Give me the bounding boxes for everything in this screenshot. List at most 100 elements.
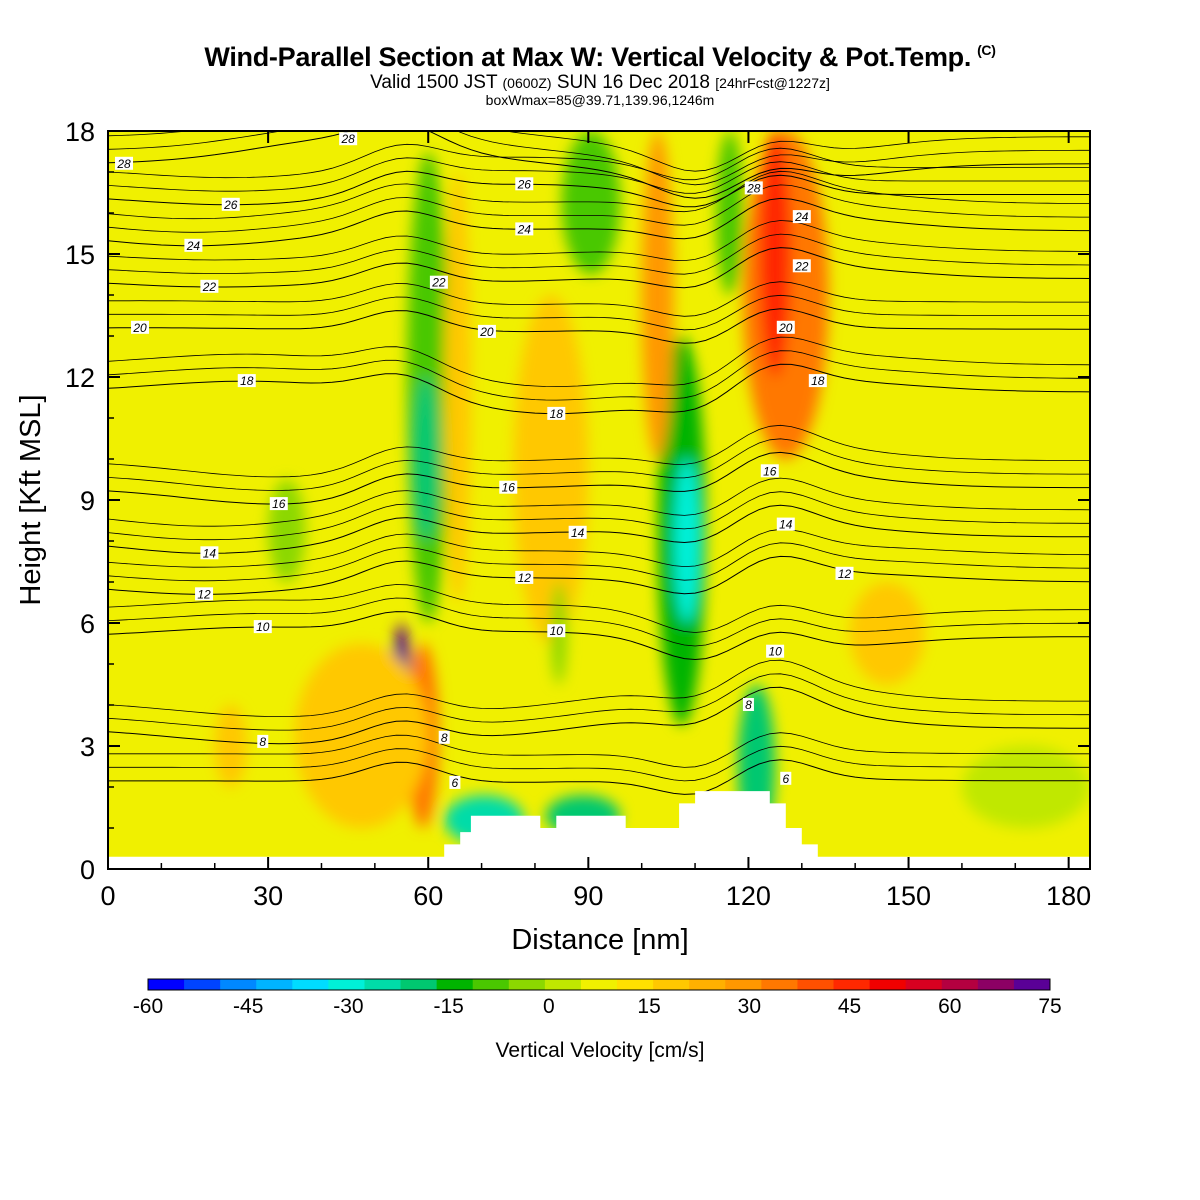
contour-label-box bbox=[438, 730, 450, 744]
contour-label: 8 bbox=[438, 730, 450, 745]
contour-label-box bbox=[253, 620, 272, 634]
contour-label-box bbox=[499, 480, 518, 494]
contour-label-text: 10 bbox=[768, 645, 782, 659]
contour-line bbox=[108, 363, 1090, 415]
box-info: boxWmax=85@39.71,139.96,1246m bbox=[485, 92, 715, 108]
contour-label-text: 6 bbox=[782, 772, 789, 786]
contour-label-text: 16 bbox=[763, 464, 777, 478]
contour-line bbox=[108, 597, 1090, 647]
contour-line bbox=[108, 659, 1090, 718]
velocity-cell bbox=[641, 131, 674, 459]
contour-label-box bbox=[766, 644, 785, 658]
contour-label-text: 12 bbox=[197, 587, 211, 601]
terrain-mask bbox=[108, 791, 1090, 869]
contour-label: 14 bbox=[200, 546, 219, 560]
contour-label: 16 bbox=[499, 480, 518, 495]
contour-label-text: 18 bbox=[240, 374, 254, 388]
contour-line bbox=[108, 233, 1090, 275]
contour-label: 22 bbox=[200, 279, 219, 294]
x-tick-label: 120 bbox=[726, 881, 771, 911]
contour-label: 6 bbox=[449, 775, 461, 790]
contour-label-text: 10 bbox=[550, 624, 564, 638]
contour-line bbox=[108, 555, 1090, 595]
contour-label-text: 14 bbox=[779, 518, 793, 532]
contour-label-text: 8 bbox=[441, 731, 448, 745]
contour-line bbox=[108, 732, 1090, 768]
contour-label: 22 bbox=[792, 259, 811, 273]
contour-label-text: 14 bbox=[203, 546, 217, 560]
contour-label-box bbox=[429, 275, 448, 289]
contour-label: 20 bbox=[131, 320, 150, 335]
contour-line bbox=[108, 157, 1090, 194]
contour-label: 18 bbox=[237, 374, 256, 388]
colorbar-swatch bbox=[941, 979, 979, 990]
contour-line bbox=[108, 197, 1090, 247]
colorbar-tick-label: 75 bbox=[1038, 995, 1061, 1018]
colorbar-tick-label: -45 bbox=[233, 995, 263, 1018]
contour-label-text: 10 bbox=[256, 620, 270, 634]
colorbar-swatch bbox=[292, 979, 329, 990]
contour-label: 12 bbox=[515, 570, 534, 585]
contour-label: 28 bbox=[339, 132, 358, 146]
contour-label: 18 bbox=[547, 406, 566, 421]
contour-label-box bbox=[131, 320, 150, 334]
contour-label-box bbox=[760, 464, 779, 478]
contour-label-text: 8 bbox=[259, 735, 266, 749]
contour-label-box bbox=[449, 775, 461, 789]
contour-label: 12 bbox=[195, 587, 214, 601]
contour-line bbox=[108, 184, 1090, 233]
colorbar: -60 -45 -30 -15 0 15 30 45 60 75 bbox=[133, 978, 1062, 1018]
contour-label: 12 bbox=[835, 566, 854, 581]
colorbar-swatch bbox=[184, 979, 221, 990]
velocity-cells bbox=[214, 131, 1090, 849]
contour-label-text: 8 bbox=[745, 698, 752, 712]
x-tick-label: 60 bbox=[413, 881, 443, 911]
contour-line bbox=[108, 281, 1090, 317]
chart-title-text: Wind-Parallel Section at Max W: Vertical… bbox=[204, 42, 972, 72]
colorbar-swatch bbox=[725, 979, 762, 990]
contour-label: 10 bbox=[547, 624, 566, 638]
y-tick-label: 0 bbox=[80, 855, 95, 885]
velocity-cell bbox=[961, 746, 1090, 828]
pot-temp-contours bbox=[108, 131, 1090, 795]
contour-label: 6 bbox=[780, 771, 792, 786]
contour-line bbox=[108, 504, 1090, 554]
contour-label-box bbox=[515, 177, 534, 191]
velocity-cell bbox=[716, 131, 744, 295]
contour-label-box bbox=[477, 324, 496, 338]
contour-label: 10 bbox=[253, 620, 272, 634]
colorbar-tick-label: 30 bbox=[738, 995, 761, 1018]
contour-label-text: 6 bbox=[452, 776, 459, 790]
contour-label-text: 20 bbox=[479, 325, 494, 339]
axes: 0 30 60 90 120 150 180 0 3 6 9 12 15 18 bbox=[65, 117, 1091, 911]
contour-label-text: 22 bbox=[431, 276, 446, 290]
contour-line bbox=[108, 131, 1090, 199]
velocity-cell bbox=[849, 582, 925, 685]
contour-label-box bbox=[200, 546, 219, 560]
contour-label-box bbox=[547, 406, 566, 420]
colorbar-swatch bbox=[148, 979, 185, 990]
colorbar-swatch bbox=[653, 979, 690, 990]
valid-prefix: Valid 1500 JST bbox=[370, 72, 498, 93]
contour-label-box bbox=[792, 259, 811, 273]
contour-label-text: 16 bbox=[502, 481, 516, 495]
velocity-cell bbox=[513, 295, 589, 644]
contour-line bbox=[108, 424, 1090, 478]
colorbar-tick-label: 60 bbox=[938, 995, 961, 1018]
contour-label-text: 24 bbox=[186, 239, 201, 253]
contour-label-box bbox=[269, 497, 288, 511]
colorbar-swatch bbox=[977, 979, 1015, 990]
contour-line bbox=[108, 477, 1090, 527]
contour-line bbox=[108, 294, 1090, 331]
contour-line bbox=[108, 491, 1090, 541]
velocity-field bbox=[108, 131, 1090, 869]
contour-label: 20 bbox=[776, 320, 795, 335]
velocity-cell bbox=[214, 705, 247, 787]
contour-label: 26 bbox=[221, 197, 240, 212]
contour-label-text: 16 bbox=[272, 497, 286, 511]
colorbar-swatch bbox=[544, 979, 582, 990]
colorbar-tick-label: 0 bbox=[543, 995, 555, 1018]
contour-label: 28 bbox=[744, 181, 763, 195]
contour-line bbox=[108, 686, 1090, 745]
velocity-cell bbox=[673, 459, 701, 623]
